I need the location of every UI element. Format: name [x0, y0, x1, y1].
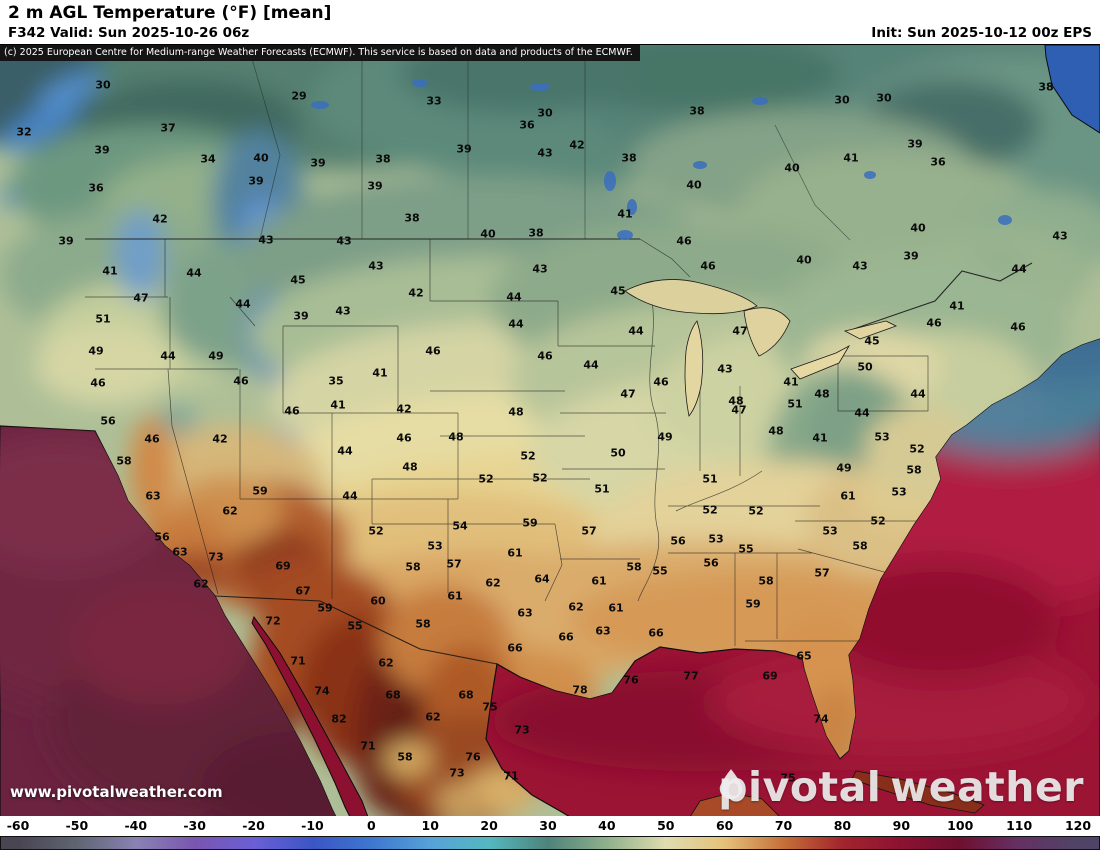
colorbar-tick: 0	[366, 818, 376, 833]
yucatan	[689, 792, 781, 817]
colorbar-tick: 90	[892, 818, 911, 833]
color-scale-gradient	[0, 836, 1100, 850]
brand-watermark: pivotal weather	[718, 763, 1084, 811]
valid-time: F342 Valid: Sun 2025-10-26 06z	[8, 25, 250, 41]
colorbar-tick: 100	[947, 818, 974, 833]
canada-borders	[247, 45, 851, 241]
colorbar-tick: -20	[242, 818, 265, 833]
header: 2 m AGL Temperature (°F) [mean] F342 Val…	[0, 0, 1100, 44]
great-lakes	[624, 279, 898, 417]
watermark-url: www.pivotalweather.com	[10, 783, 223, 801]
colorbar-tick: 10	[421, 818, 439, 833]
colorbar-tick: 120	[1064, 818, 1092, 833]
colorbar-tick: 70	[774, 818, 793, 833]
colorbar-tick: 80	[833, 818, 852, 833]
color-scale-ticks: -60 -50 -40 -30 -20 -10 0 10 20 30 40 50 60 70 80 90 100…	[0, 816, 1100, 836]
gulf-of-california	[251, 615, 369, 817]
small-lakes	[311, 79, 1012, 240]
brand-word-left: pivotal	[718, 763, 882, 811]
colorbar-tick: 60	[715, 818, 734, 833]
init-time: Init: Sun 2025-10-12 00z EPS	[871, 25, 1092, 41]
country-borders	[85, 238, 1033, 665]
colorbar-tick: 110	[1006, 818, 1033, 833]
page-title: 2 m AGL Temperature (°F) [mean]	[8, 3, 332, 23]
colorbar-tick: 30	[539, 818, 557, 833]
state-borders	[85, 238, 929, 646]
colorbar-tick: -30	[183, 818, 206, 833]
colorbar-tick: -10	[301, 818, 324, 833]
forecast-map: (c) 2025 European Centre for Medium-rang…	[0, 44, 1100, 817]
colorbar-tick: -40	[124, 818, 148, 833]
brand-word-right: weather	[890, 763, 1084, 811]
hudson-bay	[1044, 45, 1100, 134]
colorbar-tick: 20	[480, 818, 498, 833]
temperature-field	[0, 45, 1100, 817]
color-scale: -60 -50 -40 -30 -20 -10 0 10 20 30 40 50 60 70 80 90 100…	[0, 816, 1100, 850]
droplet-icon	[719, 769, 743, 799]
copyright-bar: (c) 2025 European Centre for Medium-rang…	[0, 45, 640, 61]
colorbar-tick: -50	[65, 818, 89, 833]
colorbar-tick: -60	[6, 818, 30, 833]
colorbar-tick: 50	[657, 818, 675, 833]
cuba	[851, 770, 985, 814]
map-graphic	[0, 45, 1100, 817]
colorbar-tick: 40	[598, 818, 616, 833]
